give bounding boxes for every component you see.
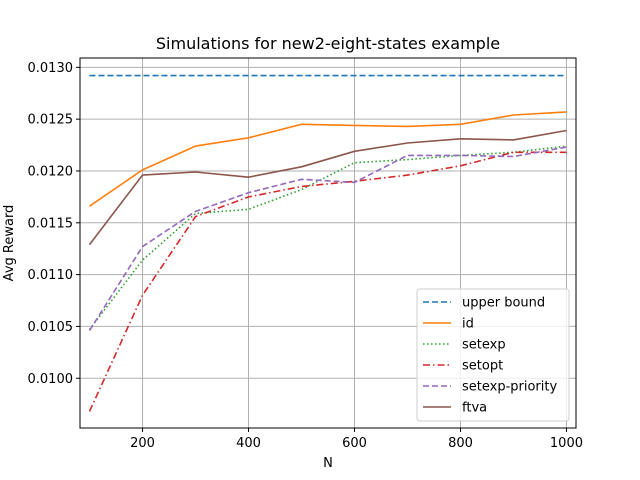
x-tick-label: 200 — [130, 436, 155, 451]
legend-box — [416, 288, 570, 422]
series-line-setexp — [88, 145, 567, 330]
y-tick-label: 0.0100 — [28, 372, 74, 387]
series-lines — [88, 74, 567, 412]
legend-label: upper bound — [462, 296, 545, 311]
y-axis-ticks: 0.0100 0.0105 0.0110 0.0115 0.0120 0.0125 0.01… — [28, 61, 80, 387]
series-line-setexp-priority — [88, 146, 567, 332]
series-line-ftva — [88, 129, 567, 246]
legend: upper bound id setexp setopt setexp-priority… — [416, 288, 570, 422]
x-axis-label: N — [323, 456, 333, 471]
legend-label: setopt — [462, 359, 503, 374]
legend-label: id — [462, 317, 474, 332]
plot-frame — [79, 57, 577, 429]
x-axis-ticks: 200 400 600 800 1000 — [130, 428, 583, 451]
y-tick-label: 0.0105 — [28, 320, 74, 335]
x-tick-label: 800 — [448, 436, 473, 451]
y-tick-label: 0.0125 — [28, 113, 74, 128]
series-line-id — [89, 111, 567, 207]
y-tick-label: 0.0130 — [28, 61, 74, 76]
legend-label: setexp — [462, 338, 506, 353]
y-axis-label: Avg Reward — [2, 205, 17, 282]
legend-label: setexp-priority — [462, 380, 557, 395]
legend-label: ftva — [462, 401, 487, 416]
y-tick-label: 0.0120 — [28, 164, 74, 179]
x-tick-label: 1000 — [550, 436, 583, 451]
y-tick-label: 0.0115 — [28, 216, 74, 231]
series-line-setopt — [88, 151, 567, 412]
chart-title: Simulations for new2-eight-states exampl… — [156, 34, 500, 53]
x-tick-label: 400 — [236, 436, 261, 451]
x-tick-label: 600 — [342, 436, 367, 451]
y-tick-label: 0.0110 — [28, 268, 74, 283]
